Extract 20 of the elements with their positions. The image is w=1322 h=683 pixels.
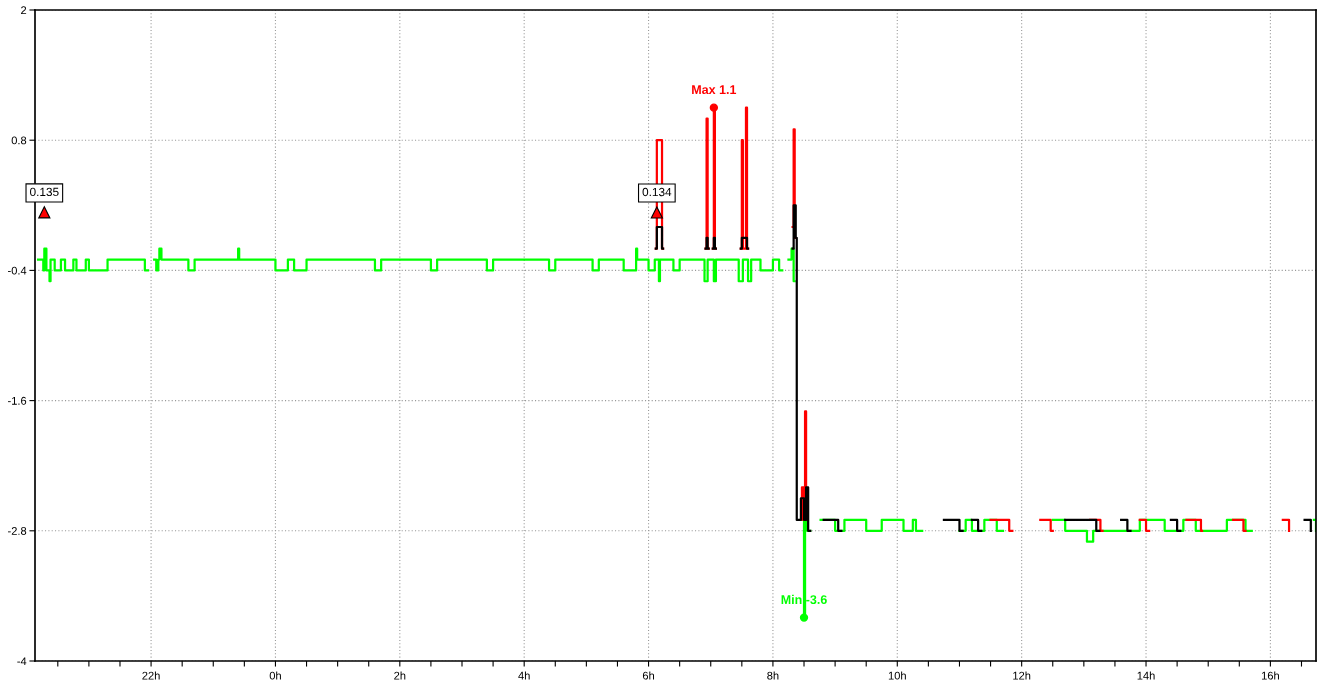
x-tick-label: 8h [767,671,779,680]
x-tick-label: 16h [1261,671,1279,680]
x-tick-label: 14h [1137,671,1155,680]
x-tick-label: 12h [1013,671,1031,680]
x-tick-label: 22h [142,671,160,680]
x-tick-label: 10h [888,671,906,680]
x-tick-label: 4h [518,671,530,680]
x-tick-label: 6h [642,671,655,680]
x-tick-label: 0h [269,671,281,680]
y-tick-label: -4 [17,657,27,666]
y-tick-label: -1.6 [8,396,27,405]
x-tick-label: 2h [394,671,406,680]
annotation: 0.134 [642,187,672,197]
annotation: Min -3.6 [781,594,827,605]
annotation: Max 1.1 [692,85,737,95]
y-tick-label: 0.8 [11,136,27,145]
y-tick-label: -0.4 [8,266,27,275]
y-tick-label: -2.8 [8,527,27,535]
y-tick-label: 2 [21,6,27,15]
annotation: 0.135 [30,187,59,197]
